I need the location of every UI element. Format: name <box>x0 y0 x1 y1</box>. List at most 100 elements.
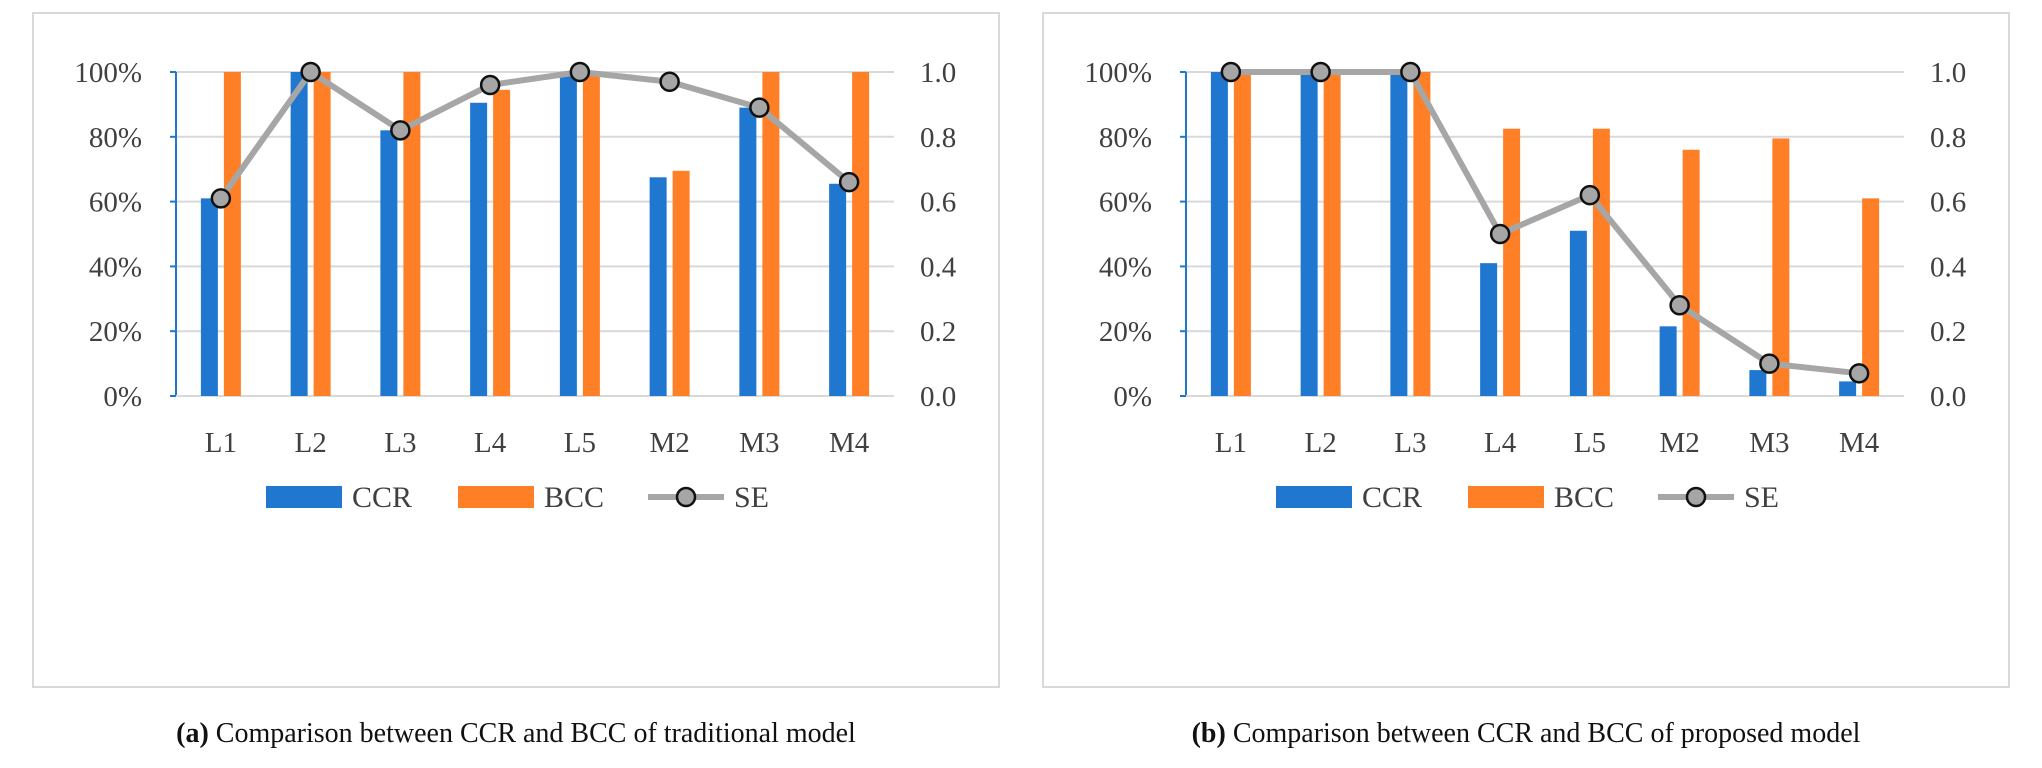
bar-bcc-l2 <box>1323 72 1341 396</box>
bar-bcc-m2 <box>672 170 690 396</box>
legend-swatch-se-marker <box>1685 486 1707 508</box>
legend: CCR BCC SE <box>1276 481 1779 514</box>
y-left-tick-label: 60% <box>89 187 142 219</box>
legend-label-se: SE <box>1744 481 1779 514</box>
bar-ccr-l4 <box>470 102 488 396</box>
bar-ccr-m4 <box>1839 381 1857 396</box>
y-right-tick-label: 0.0 <box>920 381 956 413</box>
bar-bcc-l5 <box>1592 128 1610 396</box>
caption-b-text: Comparison between CCR and BCC of propos… <box>1225 718 1861 749</box>
bar-bcc-m2 <box>1682 149 1700 396</box>
bar-bcc-l3 <box>403 72 421 396</box>
se-marker-l3 <box>390 120 411 141</box>
se-marker-l1 <box>210 188 232 209</box>
x-tick-label: L5 <box>564 427 596 459</box>
bar-ccr-l2 <box>290 72 308 396</box>
bar-ccr-l2 <box>1300 72 1318 396</box>
x-tick-label: M2 <box>649 427 689 459</box>
bar-ccr-m4 <box>829 183 847 396</box>
legend-swatch-ccr <box>1276 486 1352 508</box>
y-left-tick-label: 100% <box>1084 57 1152 89</box>
y-left-tick-label: 20% <box>1099 316 1152 348</box>
y-left-tick-label: 60% <box>1099 187 1152 219</box>
y-left-tick-label: 20% <box>89 316 142 348</box>
se-marker-m4 <box>838 171 860 193</box>
se-line <box>218 69 852 201</box>
y-right-tick-label: 0.2 <box>1930 316 1966 348</box>
bar-ccr-l3 <box>380 130 398 396</box>
x-tick-label: M4 <box>1839 427 1880 459</box>
y-left-tick-label: 40% <box>89 251 142 283</box>
bar-ccr-l5 <box>1569 230 1587 396</box>
se-marker-l3 <box>1400 61 1421 83</box>
bar-bcc-l3 <box>1413 72 1431 396</box>
x-tick-label: L3 <box>384 427 416 459</box>
bar-bcc-l1 <box>1233 72 1251 396</box>
legend-swatch-bcc <box>458 486 534 508</box>
caption-b: (b) Comparison between CCR and BCC of pr… <box>1026 718 2026 750</box>
x-tick-label: L1 <box>1215 427 1247 459</box>
y-right-tick-label: 0.0 <box>1930 381 1966 413</box>
se-marker-l4 <box>1489 223 1511 245</box>
y-left-tick-label: 0% <box>1113 381 1152 413</box>
x-tick-label: L2 <box>1305 427 1337 459</box>
se-marker-m2 <box>1669 295 1690 316</box>
x-tick-label: M4 <box>829 427 870 459</box>
se-marker-l4 <box>479 74 501 96</box>
legend-swatch-bcc <box>1468 486 1544 508</box>
y-right-tick-label: 0.8 <box>1930 122 1966 154</box>
y-left-tick-label: 80% <box>1099 122 1152 154</box>
bar-bcc-l5 <box>582 72 600 396</box>
y-right-tick-label: 1.0 <box>920 57 956 89</box>
caption-a: (a) Comparison between CCR and BCC of tr… <box>16 718 1016 750</box>
bar-ccr-l5 <box>559 72 577 396</box>
legend-label-ccr: CCR <box>1362 481 1422 514</box>
y-left-tick-label: 80% <box>89 122 142 154</box>
x-tick-label: L3 <box>1394 427 1426 459</box>
y-right-tick-label: 1.0 <box>1930 57 1966 89</box>
se-line <box>1230 69 1860 377</box>
bar-bcc-m3 <box>1772 138 1790 397</box>
y-right-tick-label: 0.4 <box>920 251 957 283</box>
chart-b-svg: 0% 20% 40% 60% 80% 100% 0.0 0.2 0.4 0.6 0.8 1.0 L1 L2… <box>1084 57 1967 514</box>
bar-ccr-m2 <box>1659 326 1677 396</box>
se-marker-l1 <box>1220 61 1242 83</box>
bar-ccr-l1 <box>200 198 218 396</box>
bar-bcc-m4 <box>852 72 870 396</box>
caption-a-text: Comparison between CCR and BCC of tradit… <box>208 718 856 749</box>
x-tick-label: M2 <box>1659 427 1699 459</box>
y-left-tick-label: 40% <box>1099 251 1152 283</box>
bar-bcc-m3 <box>762 72 780 396</box>
se-marker-m4 <box>1848 363 1870 384</box>
chart-panel-a: 0% 20% 40% 60% 80% 100% 0.0 0.2 0.4 0.6 0.8 1.0 L1 L2… <box>32 12 1000 688</box>
caption-a-label: (a) <box>176 718 209 749</box>
se-marker-l2 <box>300 61 321 83</box>
bar-bcc-l4 <box>1503 128 1521 396</box>
legend-swatch-se-marker <box>675 486 697 508</box>
y-right-tick-label: 0.4 <box>1930 251 1967 283</box>
legend-label-bcc: BCC <box>1554 481 1614 514</box>
legend: CCR BCC SE <box>266 481 769 514</box>
y-left-tick-label: 0% <box>103 381 142 413</box>
bar-bcc-l4 <box>493 89 511 396</box>
bar-bcc-m4 <box>1862 198 1880 396</box>
se-marker-m3 <box>1759 353 1780 374</box>
x-tick-label: M3 <box>1749 427 1789 459</box>
chart-a-svg: 0% 20% 40% 60% 80% 100% 0.0 0.2 0.4 0.6 0.8 1.0 L1 L2… <box>74 57 957 514</box>
y-right-tick-label: 0.6 <box>1930 187 1966 219</box>
se-marker-m2 <box>659 71 680 92</box>
legend-label-bcc: BCC <box>544 481 604 514</box>
legend-swatch-ccr <box>266 486 342 508</box>
x-tick-label: L5 <box>1574 427 1606 459</box>
chart-panel-b: 0% 20% 40% 60% 80% 100% 0.0 0.2 0.4 0.6 0.8 1.0 L1 L2… <box>1042 12 2010 688</box>
bar-ccr-l3 <box>1390 72 1408 396</box>
bar-bcc-l1 <box>223 72 241 396</box>
se-marker-l2 <box>1310 61 1331 83</box>
se-marker-l5 <box>569 61 591 83</box>
x-tick-label: M3 <box>739 427 779 459</box>
y-right-tick-label: 0.6 <box>920 187 956 219</box>
bar-ccr-m3 <box>739 107 757 396</box>
bar-ccr-m3 <box>1749 370 1767 396</box>
bar-ccr-l1 <box>1210 72 1228 396</box>
se-marker-l5 <box>1579 184 1601 206</box>
